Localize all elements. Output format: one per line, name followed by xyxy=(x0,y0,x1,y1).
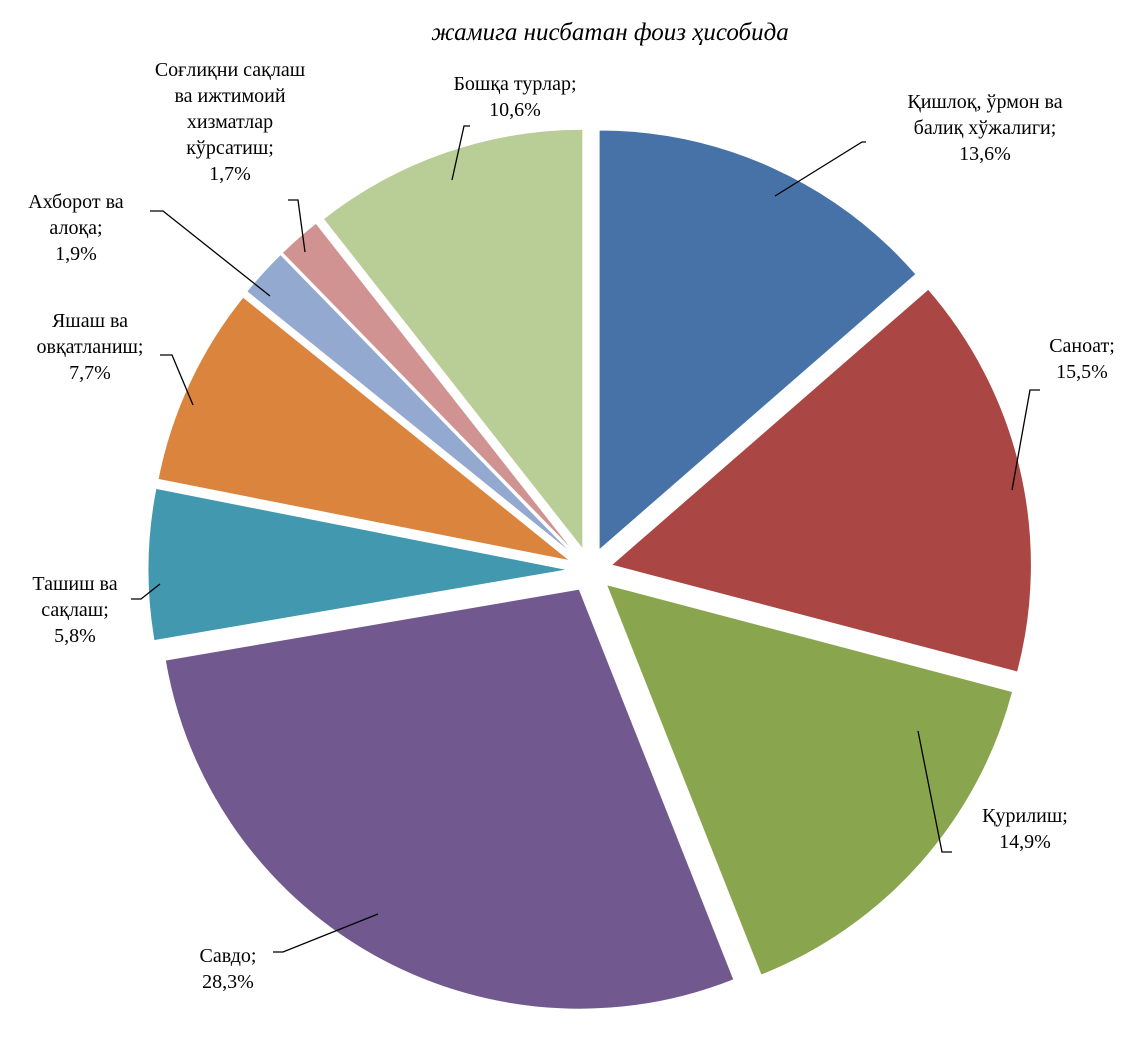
slice-label-line: хизматлар xyxy=(187,111,273,133)
slice-label: Савдо; 28,3% xyxy=(200,945,257,993)
slice-label-line: 7,7% xyxy=(69,362,111,384)
label-leader-line xyxy=(273,913,379,953)
data-labels: Қишлоқ, ўрмон ва балиқ хўжалиги; 13,6% Сано… xyxy=(28,59,1114,993)
slice-label: Яшаш ва овқатланиш; 7,7% xyxy=(37,310,144,384)
slice-label: Саноат; 15,5% xyxy=(1049,335,1115,383)
label-leader-line xyxy=(288,199,306,253)
slice-label-line: овқатланиш; xyxy=(37,336,144,358)
slice-label-line: 13,6% xyxy=(959,143,1011,165)
slice-label-line: 10,6% xyxy=(489,99,541,121)
slice-label-line: ва ижтимоий xyxy=(174,85,285,107)
slice-label-line: балиқ хўжалиги; xyxy=(914,117,1057,139)
pie-slice xyxy=(605,583,1014,976)
pie-slice xyxy=(157,296,571,562)
slice-label-line: алоқа; xyxy=(49,217,102,239)
label-leader-line xyxy=(1011,389,1040,491)
pie-slice xyxy=(322,128,584,551)
slice-label-line: Бошқа турлар; xyxy=(453,73,576,95)
pie-slice xyxy=(147,487,569,642)
slice-label: Бошқа турлар; 10,6% xyxy=(453,73,576,121)
slice-label: Соғлиқни сақлаш ва ижтимоий хизматлар кўрса… xyxy=(155,59,306,185)
slice-label-line: Соғлиқни сақлаш xyxy=(155,59,306,81)
pie-slices xyxy=(147,128,1032,1010)
label-leader-lines xyxy=(131,125,1040,953)
slice-label-line: Қурилиш; xyxy=(982,805,1068,827)
slice-label-line: Ахборот ва xyxy=(28,191,124,213)
label-leader-line xyxy=(774,141,866,197)
pie-slice xyxy=(598,129,917,552)
slice-label-line: 5,8% xyxy=(54,625,96,647)
label-leader-line xyxy=(160,354,194,406)
slice-label-line: Савдо; xyxy=(200,945,257,967)
pie-slice xyxy=(246,253,575,556)
slice-label-line: 1,9% xyxy=(55,243,97,265)
slice-label: Қурилиш; 14,9% xyxy=(982,805,1068,853)
slice-label-line: кўрсатиш; xyxy=(186,137,274,159)
slice-label-line: Яшаш ва xyxy=(52,310,128,332)
pie-slice xyxy=(610,288,1032,673)
label-leader-line xyxy=(917,730,952,853)
slice-label-line: Саноат; xyxy=(1049,335,1115,357)
slice-label-line: 28,3% xyxy=(202,971,254,993)
pie-slice xyxy=(164,588,735,1010)
label-leader-line xyxy=(150,210,271,297)
label-leader-line xyxy=(451,125,470,181)
pie-slice xyxy=(281,222,576,554)
slice-label-line: Ташиш ва xyxy=(32,573,117,595)
slice-label-line: 1,7% xyxy=(209,163,251,185)
chart-subtitle: жамига нисбатан фоиз ҳисобида xyxy=(431,19,789,46)
slice-label-line: Қишлоқ, ўрмон ва xyxy=(907,91,1062,113)
label-leader-line xyxy=(131,583,161,600)
slice-label-line: сақлаш; xyxy=(41,599,109,621)
slice-label-line: 14,9% xyxy=(999,831,1051,853)
slice-label: Ахборот ва алоқа; 1,9% xyxy=(28,191,124,265)
slice-label-line: 15,5% xyxy=(1056,361,1108,383)
slice-label: Ташиш ва сақлаш; 5,8% xyxy=(32,573,117,647)
slice-label: Қишлоқ, ўрмон ва балиқ хўжалиги; 13,6% xyxy=(907,91,1062,165)
